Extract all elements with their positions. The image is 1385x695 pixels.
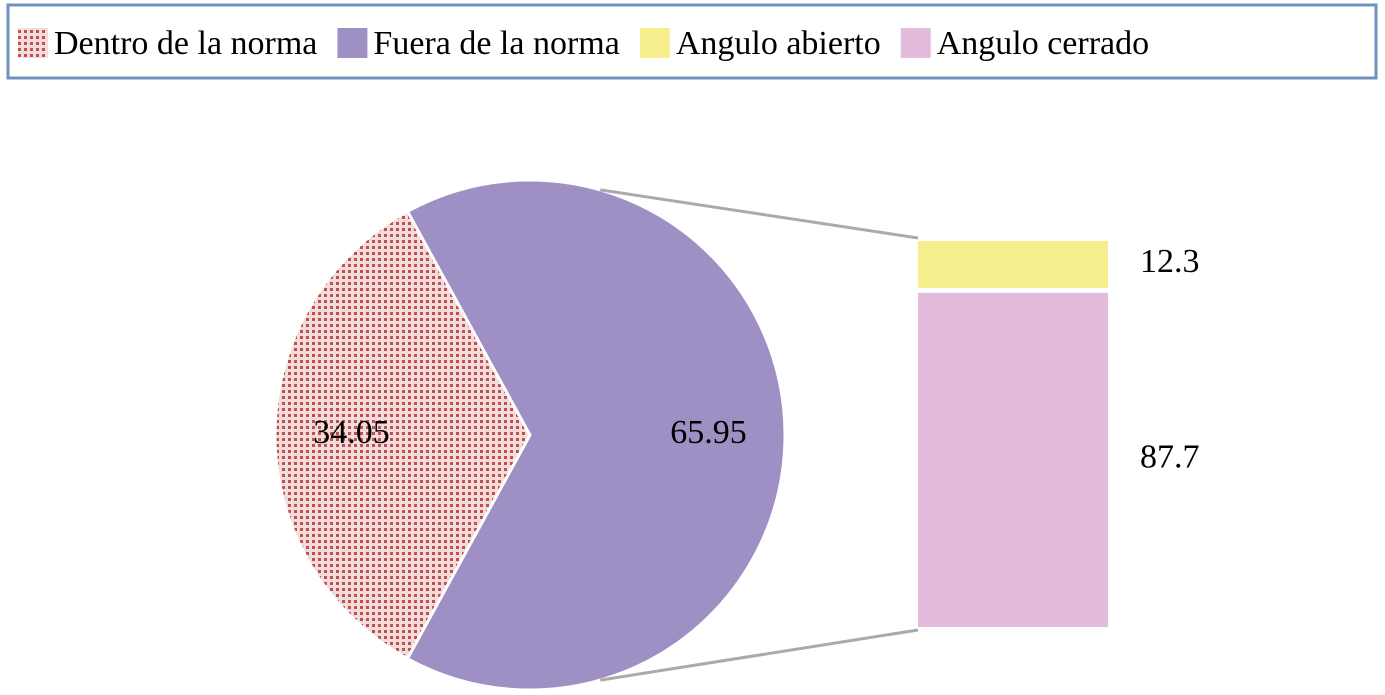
legend-swatch [337, 28, 368, 58]
bar-segment [918, 241, 1108, 288]
data-label: 65.95 [670, 414, 747, 451]
legend-label: Angulo cerrado [937, 25, 1149, 62]
legend-box [6, 3, 1378, 80]
pie-slice [273, 209, 532, 661]
pie-slice [405, 178, 787, 692]
legend-label: Angulo abierto [676, 25, 881, 62]
legend-label: Dentro de la norma [54, 25, 317, 62]
data-label: 87.7 [1140, 439, 1200, 476]
bar-segment [918, 292, 1108, 627]
data-label: 12.3 [1140, 243, 1200, 280]
legend-swatch [900, 28, 931, 58]
legend-swatch [18, 28, 48, 58]
connector-line [600, 188, 919, 240]
data-label: 34.05 [313, 414, 390, 451]
connector-line [600, 628, 919, 682]
legend: Dentro de la norma Fuera de la norma Angul… [18, 25, 1149, 62]
legend-swatch [639, 28, 670, 58]
legend-label: Fuera de la norma [373, 25, 619, 62]
